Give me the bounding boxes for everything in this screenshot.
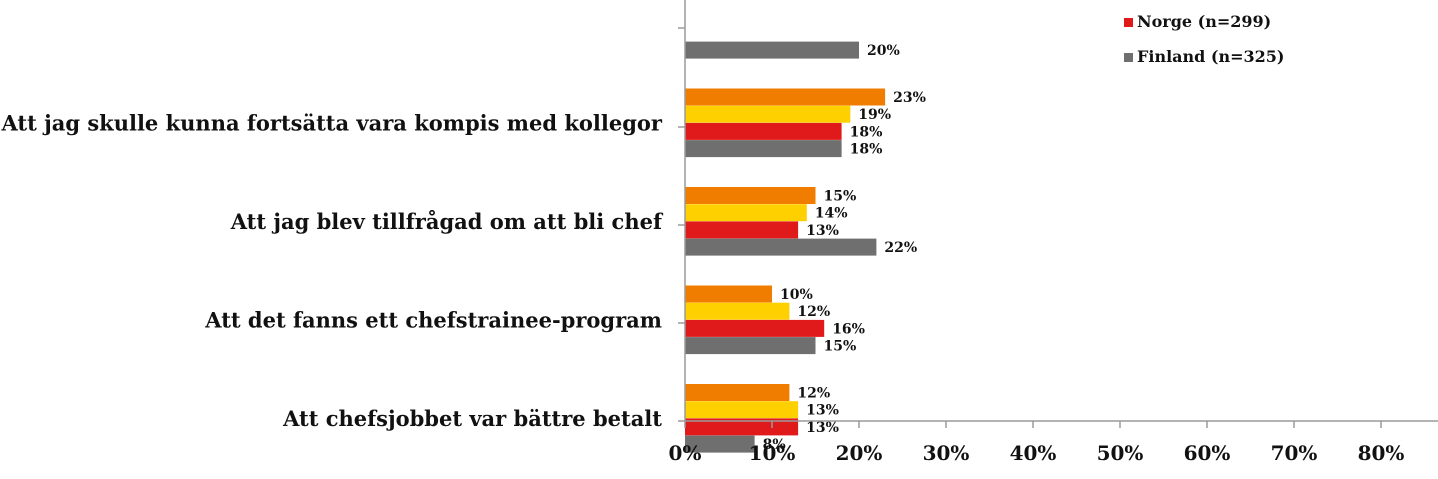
value-label: 16% [832, 321, 865, 337]
category-label: Att det fanns ett chefstrainee-program [204, 308, 662, 333]
x-tick-label: 80% [1358, 441, 1405, 465]
bar [685, 238, 877, 256]
value-label: 23% [893, 90, 926, 106]
category-labels-group: Att jag skulle kunna fortsätta vara komp… [1, 111, 664, 432]
value-label: 15% [824, 339, 857, 355]
value-label: 18% [850, 124, 883, 140]
value-label: 13% [806, 223, 839, 239]
bar [685, 204, 807, 222]
bars-group [685, 41, 886, 453]
x-tick-label: 30% [923, 441, 970, 465]
legend-swatch [1124, 53, 1133, 62]
value-label: 10% [780, 287, 813, 303]
bar [685, 418, 799, 436]
value-label: 14% [815, 206, 848, 222]
legend-label: Finland (n=325) [1137, 47, 1284, 66]
value-labels-group: 20%23%19%18%18%15%14%13%22%10%12%16%15%1… [763, 43, 926, 453]
x-tick-label: 20% [836, 441, 883, 465]
value-label: 15% [824, 189, 857, 205]
x-tick-label: 10% [749, 441, 796, 465]
value-label: 13% [806, 403, 839, 419]
x-tick-label: 60% [1184, 441, 1231, 465]
bar [685, 337, 816, 355]
bar [685, 319, 825, 337]
value-label: 12% [797, 386, 830, 402]
bar [685, 435, 755, 453]
value-label: 18% [850, 142, 883, 158]
bar [685, 41, 859, 59]
value-label: 19% [858, 107, 891, 123]
x-tick-label: 50% [1097, 441, 1144, 465]
category-label: Att chefsjobbet var bättre betalt [282, 406, 662, 431]
value-label: 13% [806, 420, 839, 436]
bar [685, 122, 842, 140]
value-label: 12% [797, 304, 830, 320]
bar [685, 221, 799, 239]
legend-swatch [1124, 18, 1133, 27]
bar [685, 88, 886, 106]
value-label: 8% [763, 437, 786, 453]
bar [685, 384, 790, 401]
x-tick-label: 40% [1010, 441, 1057, 465]
bar [685, 401, 799, 419]
bar [685, 140, 842, 158]
axes-group: 0% 10% 20% 30% 40% 50% 60% 70% 80% [669, 0, 1438, 465]
category-label: Att jag blev tillfrågad om att bli chef [230, 209, 664, 234]
x-tick-label: 0% [669, 441, 702, 465]
bar [685, 187, 816, 204]
legend-label: Norge (n=299) [1137, 12, 1271, 31]
bar [685, 302, 790, 320]
legend: Norge (n=299) Finland (n=325) [1124, 12, 1284, 66]
x-tick-label: 70% [1271, 441, 1318, 465]
value-label: 22% [884, 240, 917, 256]
value-label: 20% [867, 43, 900, 59]
bar [685, 285, 772, 303]
category-label: Att jag skulle kunna fortsätta vara komp… [1, 111, 663, 136]
bar [685, 105, 851, 123]
